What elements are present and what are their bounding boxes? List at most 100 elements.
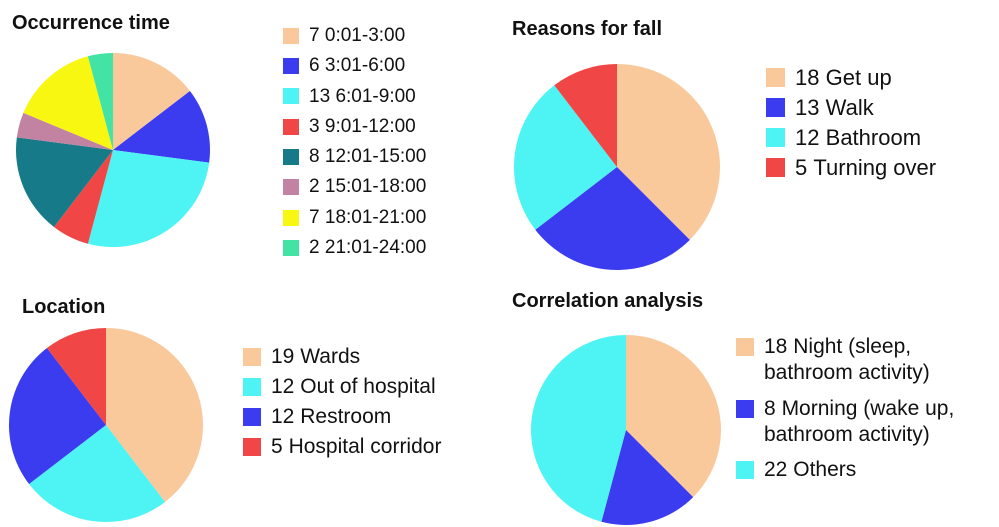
- legend-label: Wards: [300, 345, 361, 368]
- legend-text: 13 Walk: [795, 94, 874, 122]
- legend-entry: 8 Morning (wake up, bathroom activity): [736, 396, 996, 449]
- legend: 18 Night (sleep, bathroom activity) 8 Morni…: [736, 334, 996, 492]
- legend-swatch: [766, 68, 785, 88]
- legend-entry: 2 21:01-24:00: [283, 236, 483, 260]
- legend-swatch: [243, 408, 261, 427]
- legend-entry: 5 Hospital corridor: [243, 434, 503, 460]
- pie-slice: [514, 85, 617, 230]
- legend-text: 2 15:01-18:00: [309, 175, 426, 199]
- pie-slice: [626, 335, 722, 498]
- legend-entry: 6 3:01-6:00: [283, 54, 483, 78]
- chart-title: Location: [22, 296, 106, 318]
- legend-label: Bathroom: [825, 125, 922, 150]
- legend-value: 5: [795, 155, 808, 180]
- legend-value: 8: [764, 396, 776, 420]
- legend-value: 13: [309, 85, 331, 107]
- legend-text: 18 Get up: [795, 64, 892, 92]
- legend-value: 2: [309, 237, 320, 259]
- legend-swatch: [283, 179, 299, 196]
- pie-slice: [29, 425, 166, 522]
- legend-entry: 12 Out of hospital: [243, 374, 503, 400]
- pie-slice: [23, 56, 114, 151]
- legend-value: 6: [309, 55, 320, 77]
- legend-swatch: [243, 348, 261, 367]
- legend-entry: 5 Turning over: [766, 154, 996, 182]
- legend-text: 22 Others: [764, 457, 856, 483]
- legend-value: 8: [309, 146, 320, 168]
- pie-slice: [617, 64, 720, 240]
- legend-value: 12: [271, 405, 295, 428]
- pie-slice: [87, 53, 113, 150]
- legend-label: 3:01-6:00: [324, 55, 406, 77]
- legend-label: 12:01-15:00: [324, 146, 427, 168]
- legend-swatch: [736, 399, 754, 418]
- legend-label: Others: [793, 458, 857, 481]
- legend-text: 12 Bathroom: [795, 124, 921, 152]
- legend-text: 6 3:01-6:00: [309, 54, 405, 78]
- legend-text: 7 18:01-21:00: [309, 206, 426, 230]
- pie-slice: [601, 430, 694, 525]
- legend-value: 19: [271, 345, 295, 368]
- legend-swatch: [283, 239, 299, 256]
- legend-swatch: [243, 438, 261, 457]
- legend-swatch: [243, 378, 261, 397]
- legend-text: 8 Morning (wake up, bathroom activity): [764, 396, 996, 449]
- legend-swatch: [766, 98, 785, 118]
- legend-swatch: [736, 461, 754, 480]
- legend-swatch: [283, 58, 299, 75]
- legend-label: Walk: [825, 95, 874, 120]
- pie-slice: [16, 137, 114, 227]
- pie-slice: [113, 90, 210, 163]
- legend-text: 13 6:01-9:00: [309, 85, 416, 109]
- legend-label: Night (sleep, bathroom activity): [764, 335, 930, 385]
- pie-slice: [535, 167, 690, 270]
- legend: 18 Get up 13 Walk 12 Bathroom 5 Turning over: [766, 64, 996, 184]
- legend: 19 Wards 12 Out of hospital 12 Restroom 5 Hospi…: [243, 344, 503, 464]
- legend-entry: 7 18:01-21:00: [283, 206, 483, 230]
- chart-title: Correlation analysis: [512, 290, 704, 312]
- legend-value: 3: [309, 115, 320, 137]
- legend-label: Turning over: [813, 155, 937, 180]
- legend-swatch: [283, 149, 299, 166]
- legend-value: 22: [764, 458, 788, 481]
- pie-slice: [554, 64, 617, 167]
- pie-slice: [106, 328, 204, 502]
- legend-text: 5 Hospital corridor: [271, 434, 441, 460]
- legend-value: 7: [309, 25, 320, 46]
- legend-label: Hospital corridor: [288, 435, 442, 458]
- legend-entry: 13 Walk: [766, 94, 996, 122]
- legend-text: 12 Restroom: [271, 404, 391, 430]
- pie-slice: [46, 327, 106, 425]
- legend-label: 9:01-12:00: [324, 115, 416, 137]
- legend-swatch: [736, 338, 754, 357]
- legend-value: 18: [764, 335, 788, 358]
- legend-swatch: [283, 118, 299, 135]
- legend-text: 2 21:01-24:00: [309, 236, 426, 260]
- legend-value: 18: [795, 65, 820, 90]
- legend-text: 18 Night (sleep, bathroom activity): [764, 334, 996, 387]
- legend-label: Restroom: [300, 405, 392, 428]
- legend-value: 13: [795, 95, 820, 120]
- legend-entry: 2 15:01-18:00: [283, 175, 483, 199]
- legend-entry: 7 0:01-3:00: [283, 24, 483, 48]
- legend-text: 8 12:01-15:00: [309, 145, 426, 169]
- legend-swatch: [283, 209, 299, 226]
- legend-label: 6:01-9:00: [335, 85, 416, 107]
- legend-text: 12 Out of hospital: [271, 374, 436, 400]
- chart-title: Reasons for fall: [512, 18, 663, 40]
- pie-slice: [87, 150, 210, 248]
- legend-text: 7 0:01-3:00: [309, 24, 405, 48]
- legend-entry: 13 6:01-9:00: [283, 85, 483, 109]
- legend-value: 12: [271, 375, 295, 398]
- legend-value: 7: [309, 206, 320, 228]
- legend-label: Get up: [825, 65, 892, 90]
- pie-slice: [53, 150, 113, 244]
- legend-swatch: [283, 27, 299, 44]
- legend-entry: 8 12:01-15:00: [283, 145, 483, 169]
- legend-swatch: [766, 128, 785, 148]
- chart-title: Occurrence time: [12, 12, 170, 34]
- legend-entry: 18 Night (sleep, bathroom activity): [736, 334, 996, 387]
- legend-label: 21:01-24:00: [324, 237, 427, 259]
- legend-swatch: [766, 158, 785, 178]
